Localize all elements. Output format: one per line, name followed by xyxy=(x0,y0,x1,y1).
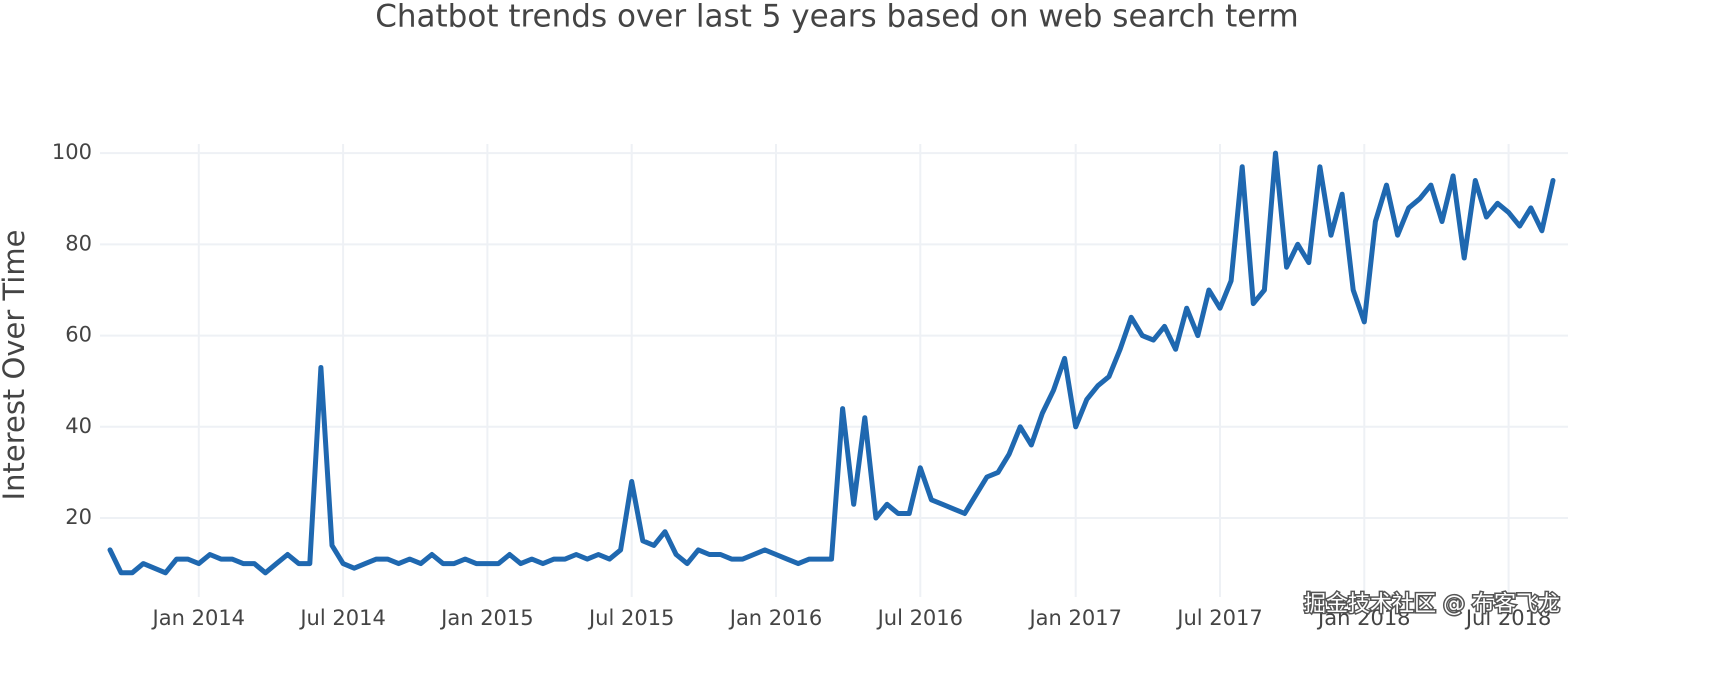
x-tick-label: Jan 2014 xyxy=(151,606,246,630)
plot xyxy=(107,150,1556,576)
x-tick-label: Jan 2018 xyxy=(1316,606,1411,630)
x-tick-label: Jul 2014 xyxy=(298,606,385,630)
x-tick-label: Jan 2017 xyxy=(1027,606,1122,630)
watermark: 掘金技术社区 @ 布客飞龙 xyxy=(1304,592,1560,617)
grid: 20 40 60 80 100 Jan 2014 Jul 2014 Jan 2015 Jul 2… xyxy=(52,140,1568,630)
x-tick-label: Jan 2015 xyxy=(439,606,534,630)
x-tick-label: Jan 2016 xyxy=(728,606,823,630)
x-tick-label: Jul 2016 xyxy=(876,606,963,630)
y-tick-label: 20 xyxy=(65,505,92,529)
y-tick-label: 40 xyxy=(65,414,92,438)
x-tick-label: Jul 2018 xyxy=(1464,606,1551,630)
y-tick-label: 60 xyxy=(65,323,92,347)
chart-title: Chatbot trends over last 5 years based o… xyxy=(375,0,1299,35)
y-tick-label: 100 xyxy=(52,140,92,164)
data-line xyxy=(107,150,1556,576)
y-axis-label: Interest Over Time xyxy=(0,230,31,501)
y-tick-label: 80 xyxy=(65,231,92,255)
x-tick-label: Jul 2015 xyxy=(587,606,674,630)
x-tick-label: Jul 2017 xyxy=(1175,606,1262,630)
